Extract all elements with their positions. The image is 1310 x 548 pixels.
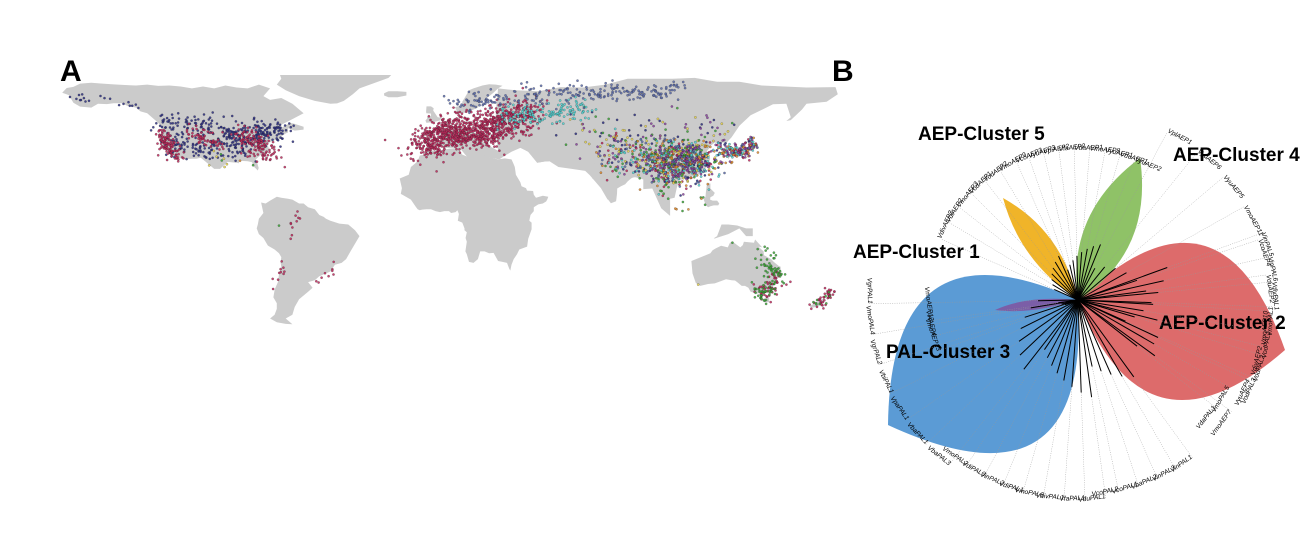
svg-text:VmoPAL4: VmoPAL4 [864,305,876,335]
svg-text:VinPAL1: VinPAL1 [1169,454,1194,475]
svg-text:VgrPAL2: VgrPAL2 [868,339,883,366]
svg-text:AEP-Cluster 5: AEP-Cluster 5 [918,124,1045,145]
svg-text:VdivPAL1: VdivPAL1 [1270,281,1280,310]
svg-text:VplAEP1: VplAEP1 [1166,128,1193,147]
svg-text:AEP-Cluster 4: AEP-Cluster 4 [1173,145,1300,166]
svg-text:VgrPAL1: VgrPAL1 [866,278,873,304]
svg-text:AEP-Cluster 1: AEP-Cluster 1 [853,242,980,263]
svg-text:VyuAEP5: VyuAEP5 [1222,174,1246,200]
svg-text:VmoPAL1: VmoPAL1 [1267,306,1275,336]
svg-text:PAL-Cluster 3: PAL-Cluster 3 [886,342,1010,363]
